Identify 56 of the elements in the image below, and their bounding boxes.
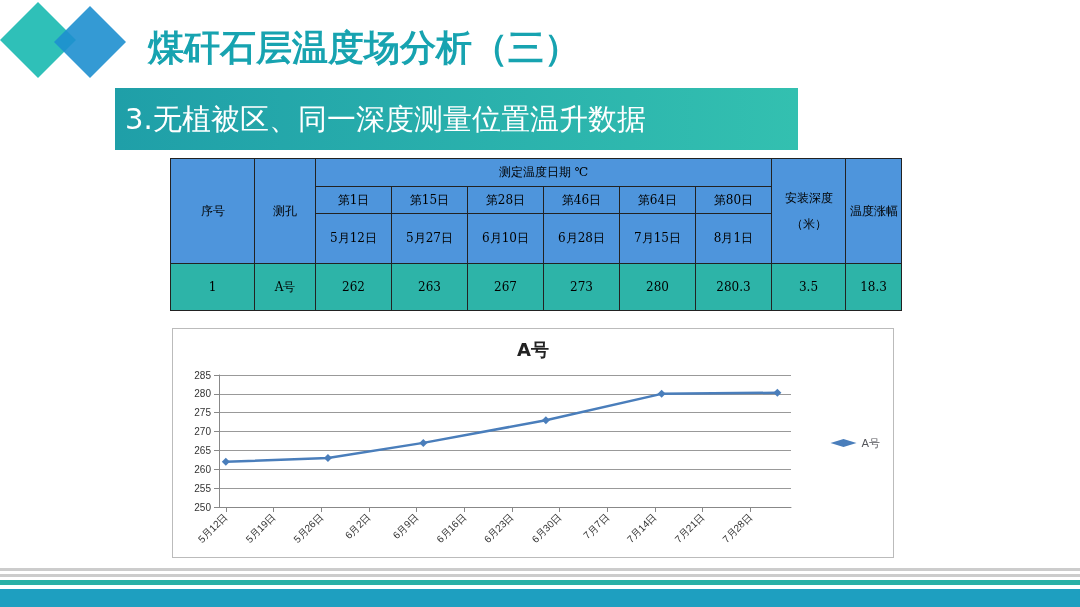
text: 第28日: [467, 186, 544, 214]
text: 280: [619, 263, 696, 311]
text: 6月10日: [467, 213, 544, 264]
text: 测定温度日期 ℃: [315, 158, 772, 187]
point: [419, 438, 428, 447]
text: 6月28日: [543, 213, 620, 264]
text: 18.3: [845, 263, 902, 311]
y-tick-label: 280: [194, 388, 212, 400]
text: 第15日: [391, 186, 468, 214]
point: [541, 416, 550, 425]
text: 263: [391, 263, 468, 311]
y-tick-label: 270: [194, 426, 212, 438]
x-tick-label: 6月23日: [481, 511, 516, 545]
chart-title: A号: [517, 338, 549, 360]
text: 5月12日: [315, 213, 392, 264]
point: [221, 457, 230, 466]
point: [657, 389, 666, 398]
x-tick-label: 6月2日: [342, 511, 373, 541]
text: 温度涨幅: [845, 158, 902, 264]
point: [773, 388, 782, 397]
text: 1: [170, 263, 255, 311]
x-tick-label: 7月21日: [672, 511, 707, 545]
text: 测孔: [254, 158, 316, 264]
text: 煤矸石层温度场分析（三）: [148, 26, 580, 70]
y-tick-label: 285: [194, 369, 212, 381]
x-tick-label: 6月30日: [529, 511, 564, 545]
text: 第46日: [543, 186, 620, 214]
y-tick-label: 275: [194, 407, 212, 419]
text: 7月15日: [619, 213, 696, 264]
text: 3.无植被区、同一深度测量位置温升数据: [115, 88, 798, 150]
text: 5月27日: [391, 213, 468, 264]
x-tick-label: 5月26日: [291, 511, 326, 545]
x-tick-label: 5月12日: [195, 511, 230, 545]
text: 第1日: [315, 186, 392, 214]
text: 280.3: [695, 263, 772, 311]
x-tick-label: 7月7日: [581, 511, 612, 541]
text: 第64日: [619, 186, 696, 214]
text: A号: [254, 263, 316, 311]
legend-label: A号: [861, 436, 881, 450]
text: 262: [315, 263, 392, 311]
x-tick-label: 6月16日: [434, 511, 469, 545]
y-tick-label: 255: [194, 482, 212, 494]
text: 安装深度（米）: [771, 158, 846, 264]
text: 8月1日: [695, 213, 772, 264]
x-tick-label: 5月19日: [243, 511, 278, 545]
y-tick-label: 260: [194, 463, 212, 475]
text: 273: [543, 263, 620, 311]
text: 267: [467, 263, 544, 311]
y-tick-label: 265: [194, 444, 212, 456]
x-tick-label: 7月28日: [720, 511, 755, 545]
y-tick-label: 250: [194, 501, 212, 513]
text: 序号: [170, 158, 255, 264]
x-tick-label: 7月14日: [624, 511, 659, 545]
x-tick-label: 6月9日: [390, 511, 421, 541]
text: 第80日: [695, 186, 772, 214]
text: 3.5: [771, 263, 846, 311]
